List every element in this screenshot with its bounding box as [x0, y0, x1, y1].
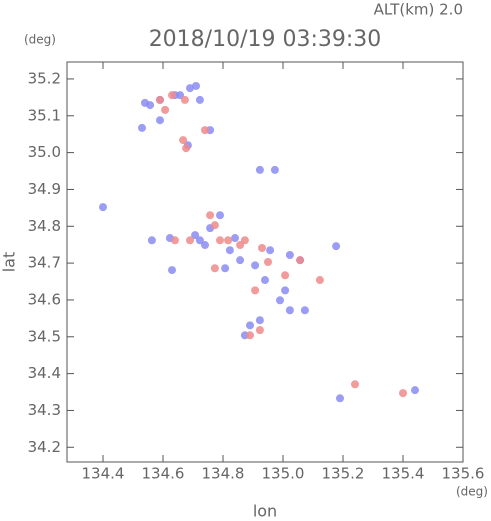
- echo-point: [186, 84, 194, 93]
- y-tick-label: 34.8: [28, 217, 61, 235]
- echo-point: [270, 165, 279, 174]
- echo-point: [156, 95, 164, 104]
- echo-point: [182, 144, 191, 153]
- x-tick-label: 134.6: [142, 465, 185, 483]
- echo-point: [300, 306, 309, 315]
- echo-point: [195, 236, 204, 245]
- echo-point: [147, 236, 156, 245]
- echo-point: [351, 380, 359, 389]
- y-tick-label: 34.9: [28, 180, 61, 198]
- x-tick-label: 134.4: [82, 465, 125, 483]
- y-tick-label: 34.7: [28, 254, 61, 272]
- echo-point: [180, 95, 189, 104]
- echo-point: [251, 286, 260, 295]
- echo-point: [221, 264, 230, 273]
- echo-point: [296, 256, 305, 265]
- echo-point: [195, 95, 204, 104]
- echo-point: [216, 236, 224, 245]
- subtitle: ALT(km) 2.0: [374, 1, 463, 19]
- echo-point: [258, 244, 266, 253]
- echo-point: [225, 246, 234, 255]
- y-tick-label: 34.3: [28, 401, 61, 419]
- echo-point: [192, 81, 200, 90]
- echo-point: [266, 246, 275, 255]
- echo-point: [255, 165, 264, 174]
- echo-point: [264, 258, 272, 266]
- echo-point: [146, 101, 155, 110]
- echo-point: [246, 321, 254, 330]
- echo-point: [168, 266, 176, 275]
- echo-point: [411, 386, 419, 395]
- echo-point: [236, 241, 245, 250]
- echo-point: [261, 276, 269, 285]
- echo-point: [186, 236, 194, 245]
- echo-point: [216, 211, 224, 220]
- echo-point: [276, 296, 284, 305]
- echo-point: [399, 389, 407, 398]
- echo-point: [336, 394, 344, 403]
- axes: 134.4 134.6 134.8 135.0 135.2 135.4 135.6 34.2 3…: [28, 62, 485, 483]
- y-tick-label: 34.5: [28, 327, 61, 345]
- echo-point: [315, 276, 324, 285]
- echo-point: [285, 306, 294, 315]
- y-axis-label: lat: [0, 252, 19, 273]
- plot-frame: [66, 61, 464, 463]
- echo-point: [168, 91, 176, 100]
- echo-point: [332, 242, 341, 251]
- echo-point: [138, 123, 146, 132]
- x-unit: (deg): [456, 485, 488, 499]
- echo-point: [210, 264, 219, 273]
- echo-point: [281, 286, 290, 295]
- echo-point: [206, 211, 215, 220]
- marks: [99, 81, 419, 403]
- y-tick-label: 35.1: [28, 106, 61, 124]
- echo-point: [281, 271, 290, 280]
- echo-point: [246, 331, 254, 340]
- y-tick-label: 34.4: [28, 364, 61, 382]
- echo-point: [201, 241, 209, 250]
- echo-point: [231, 234, 239, 243]
- y-tick-label: 34.2: [28, 438, 61, 456]
- echo-point: [99, 203, 107, 212]
- echo-point: [210, 221, 219, 230]
- x-tick-label: 135.4: [382, 465, 425, 483]
- x-tick-label: 135.0: [262, 465, 305, 483]
- x-tick-label: 135.2: [322, 465, 365, 483]
- y-unit: (deg): [24, 33, 56, 47]
- y-tick-label: 35.0: [28, 143, 61, 161]
- echo-point: [255, 326, 264, 335]
- x-tick-label: 134.8: [202, 465, 245, 483]
- y-tick-label: 35.2: [28, 69, 61, 87]
- echo-point: [201, 126, 209, 135]
- echo-point: [161, 105, 170, 114]
- chart-title: 2018/10/19 03:39:30: [149, 27, 382, 52]
- echo-point: [236, 256, 245, 265]
- x-tick-label: 135.6: [442, 465, 485, 483]
- echo-point: [156, 116, 164, 125]
- y-tick-label: 34.6: [28, 290, 61, 308]
- echo-point: [255, 316, 264, 325]
- echo-point: [171, 236, 179, 245]
- echo-point: [224, 236, 233, 245]
- echo-point: [179, 136, 188, 145]
- echo-point: [251, 261, 260, 270]
- echo-point: [285, 251, 294, 260]
- x-axis-label: lon: [253, 502, 277, 521]
- echo-point: [191, 231, 200, 240]
